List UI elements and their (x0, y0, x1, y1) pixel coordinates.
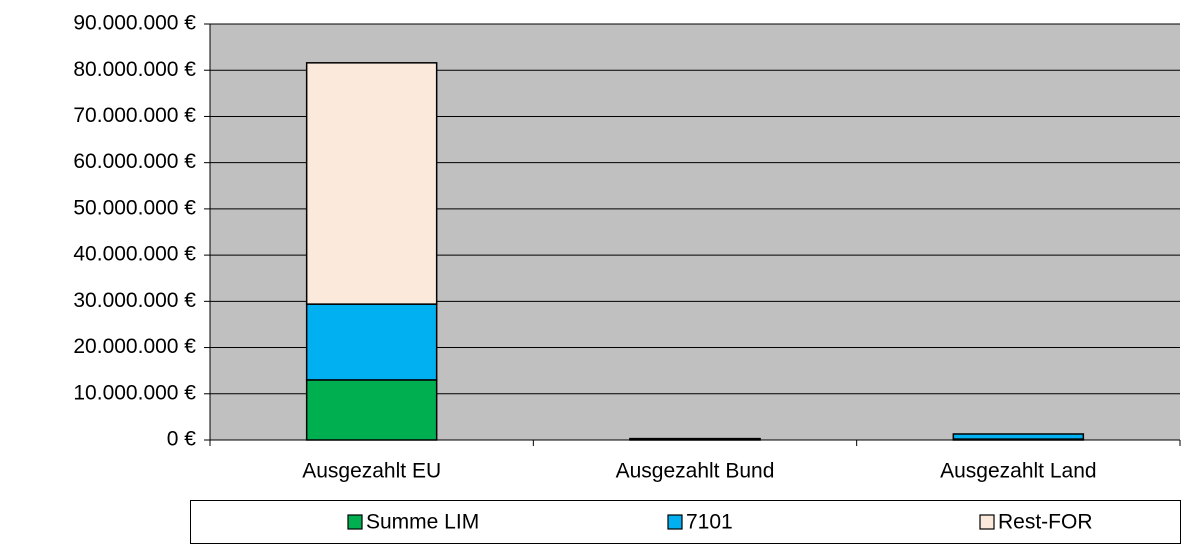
bar-segment (305, 62, 438, 305)
y-tick-label: 60.000.000 € (73, 150, 196, 173)
y-tick-label: 40.000.000 € (73, 243, 196, 266)
y-tick-label: 20.000.000 € (73, 335, 196, 358)
bar-segment (305, 379, 438, 441)
y-tick-label: 50.000.000 € (73, 196, 196, 219)
bar-segment (305, 303, 438, 381)
legend-swatch (667, 514, 683, 530)
legend-swatch (347, 514, 363, 530)
x-tick-label: Ausgezahlt Bund (616, 460, 775, 483)
x-tick-label: Ausgezahlt Land (940, 460, 1096, 483)
y-tick-label: 80.000.000 € (73, 58, 196, 81)
y-tick-label: 70.000.000 € (73, 104, 196, 127)
y-tick-label: 0 € (167, 428, 197, 451)
y-tick-label: 90.000.000 € (73, 12, 196, 35)
legend-label: 7101 (686, 511, 733, 534)
y-tick-label: 30.000.000 € (73, 289, 196, 312)
legend-label: Summe LIM (366, 511, 479, 534)
y-tick-label: 10.000.000 € (73, 381, 196, 404)
legend-label: Rest-FOR (998, 511, 1093, 534)
legend-swatch (979, 514, 995, 530)
x-tick-label: Ausgezahlt EU (302, 460, 441, 483)
bar-segment (952, 433, 1085, 440)
